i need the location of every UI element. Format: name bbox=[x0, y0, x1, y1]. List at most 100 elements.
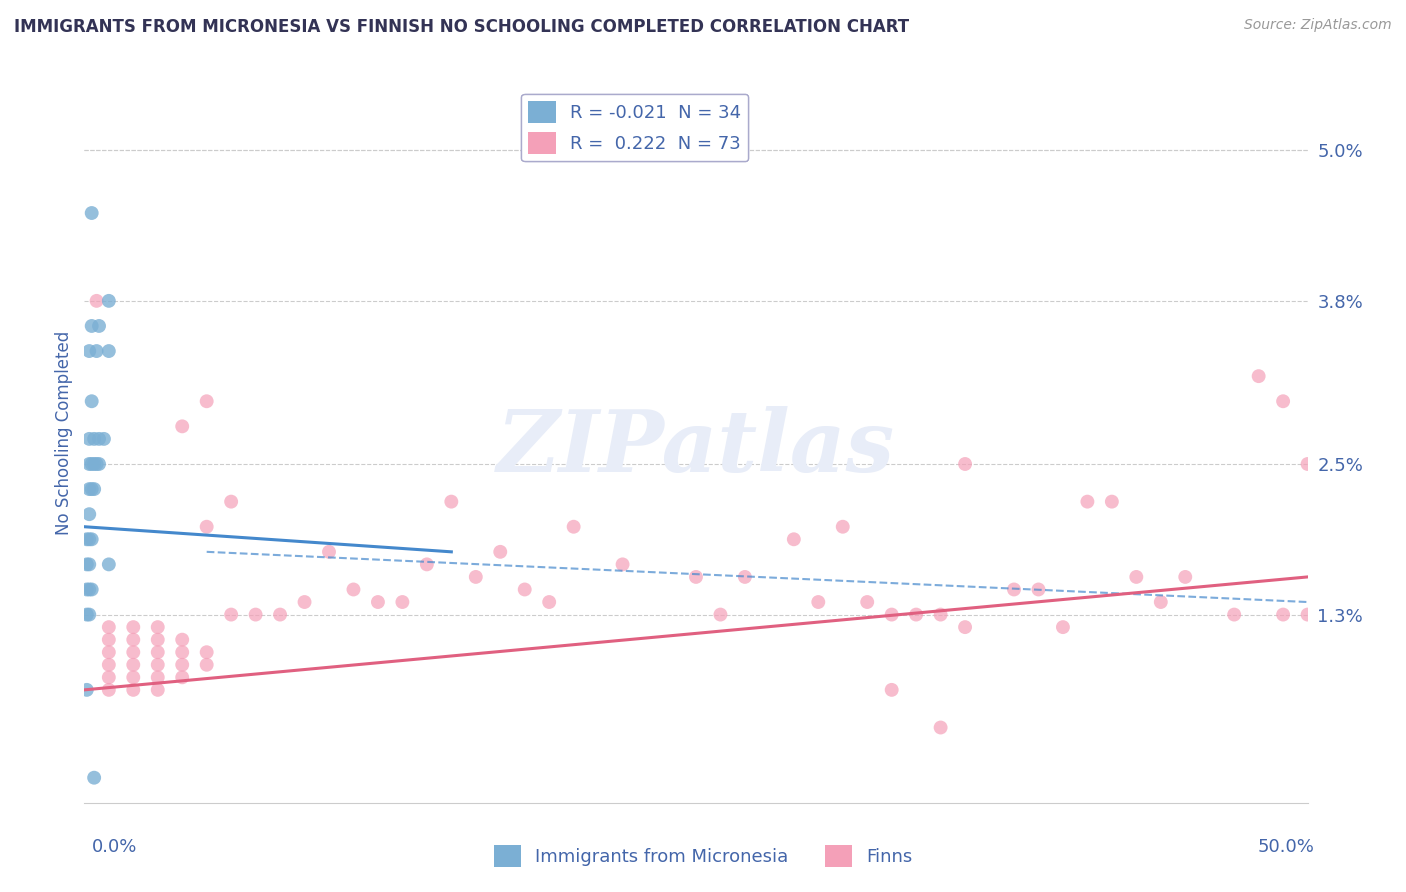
Point bbox=[87, 318, 110, 333]
Point bbox=[122, 657, 145, 672]
Point bbox=[97, 682, 120, 697]
Point bbox=[80, 318, 103, 333]
Point bbox=[122, 682, 145, 697]
Point bbox=[367, 595, 389, 609]
Point bbox=[1150, 595, 1173, 609]
Point bbox=[856, 595, 879, 609]
Point bbox=[77, 558, 100, 572]
Point bbox=[1101, 494, 1123, 508]
Point bbox=[880, 607, 903, 622]
Point bbox=[513, 582, 536, 597]
Point bbox=[953, 620, 976, 634]
Legend: Immigrants from Micronesia, Finns: Immigrants from Micronesia, Finns bbox=[486, 838, 920, 874]
Point bbox=[440, 494, 463, 508]
Point bbox=[146, 657, 169, 672]
Point bbox=[269, 607, 291, 622]
Point bbox=[83, 432, 105, 446]
Point bbox=[1076, 494, 1098, 508]
Point bbox=[77, 432, 100, 446]
Point bbox=[685, 570, 707, 584]
Point bbox=[83, 482, 105, 496]
Point bbox=[86, 457, 108, 471]
Point bbox=[80, 582, 103, 597]
Point bbox=[245, 607, 267, 622]
Point bbox=[195, 394, 218, 409]
Point bbox=[93, 432, 115, 446]
Y-axis label: No Schooling Completed: No Schooling Completed bbox=[55, 331, 73, 534]
Point bbox=[219, 607, 242, 622]
Point bbox=[122, 645, 145, 659]
Point bbox=[87, 432, 110, 446]
Point bbox=[172, 419, 194, 434]
Point bbox=[97, 558, 120, 572]
Point bbox=[77, 533, 100, 547]
Point bbox=[76, 607, 98, 622]
Point bbox=[77, 344, 100, 359]
Point bbox=[97, 620, 120, 634]
Text: IMMIGRANTS FROM MICRONESIA VS FINNISH NO SCHOOLING COMPLETED CORRELATION CHART: IMMIGRANTS FROM MICRONESIA VS FINNISH NO… bbox=[14, 18, 910, 36]
Point bbox=[87, 457, 110, 471]
Point bbox=[391, 595, 413, 609]
Point bbox=[76, 533, 98, 547]
Point bbox=[905, 607, 928, 622]
Text: 50.0%: 50.0% bbox=[1258, 838, 1315, 856]
Point bbox=[76, 582, 98, 597]
Point bbox=[86, 344, 108, 359]
Point bbox=[416, 558, 439, 572]
Point bbox=[76, 558, 98, 572]
Point bbox=[831, 520, 853, 534]
Point bbox=[562, 520, 585, 534]
Point bbox=[709, 607, 731, 622]
Point bbox=[1223, 607, 1246, 622]
Point bbox=[612, 558, 634, 572]
Point bbox=[77, 457, 100, 471]
Point bbox=[953, 457, 976, 471]
Point bbox=[929, 721, 952, 735]
Point bbox=[122, 632, 145, 647]
Point bbox=[146, 632, 169, 647]
Point bbox=[172, 645, 194, 659]
Point bbox=[195, 520, 218, 534]
Point bbox=[538, 595, 561, 609]
Point bbox=[1247, 369, 1270, 384]
Point bbox=[122, 620, 145, 634]
Point bbox=[77, 582, 100, 597]
Point bbox=[146, 682, 169, 697]
Point bbox=[80, 394, 103, 409]
Point bbox=[1174, 570, 1197, 584]
Legend: R = -0.021  N = 34, R =  0.222  N = 73: R = -0.021 N = 34, R = 0.222 N = 73 bbox=[522, 94, 748, 161]
Point bbox=[1272, 607, 1295, 622]
Point bbox=[929, 607, 952, 622]
Point bbox=[97, 645, 120, 659]
Point bbox=[342, 582, 364, 597]
Point bbox=[80, 206, 103, 220]
Point bbox=[172, 670, 194, 684]
Point bbox=[172, 632, 194, 647]
Point bbox=[146, 645, 169, 659]
Point bbox=[1125, 570, 1147, 584]
Point bbox=[195, 645, 218, 659]
Point bbox=[734, 570, 756, 584]
Point bbox=[80, 482, 103, 496]
Point bbox=[77, 482, 100, 496]
Point bbox=[83, 457, 105, 471]
Point bbox=[97, 657, 120, 672]
Point bbox=[1296, 457, 1319, 471]
Point bbox=[76, 682, 98, 697]
Text: ZIPatlas: ZIPatlas bbox=[496, 406, 896, 489]
Point bbox=[489, 545, 512, 559]
Point bbox=[172, 657, 194, 672]
Point bbox=[146, 670, 169, 684]
Point bbox=[97, 670, 120, 684]
Point bbox=[86, 293, 108, 308]
Point bbox=[783, 533, 806, 547]
Point bbox=[122, 670, 145, 684]
Point bbox=[1052, 620, 1074, 634]
Point bbox=[1028, 582, 1050, 597]
Point bbox=[80, 457, 103, 471]
Point bbox=[97, 344, 120, 359]
Point bbox=[97, 293, 120, 308]
Text: Source: ZipAtlas.com: Source: ZipAtlas.com bbox=[1244, 18, 1392, 32]
Point bbox=[83, 771, 105, 785]
Text: 0.0%: 0.0% bbox=[91, 838, 136, 856]
